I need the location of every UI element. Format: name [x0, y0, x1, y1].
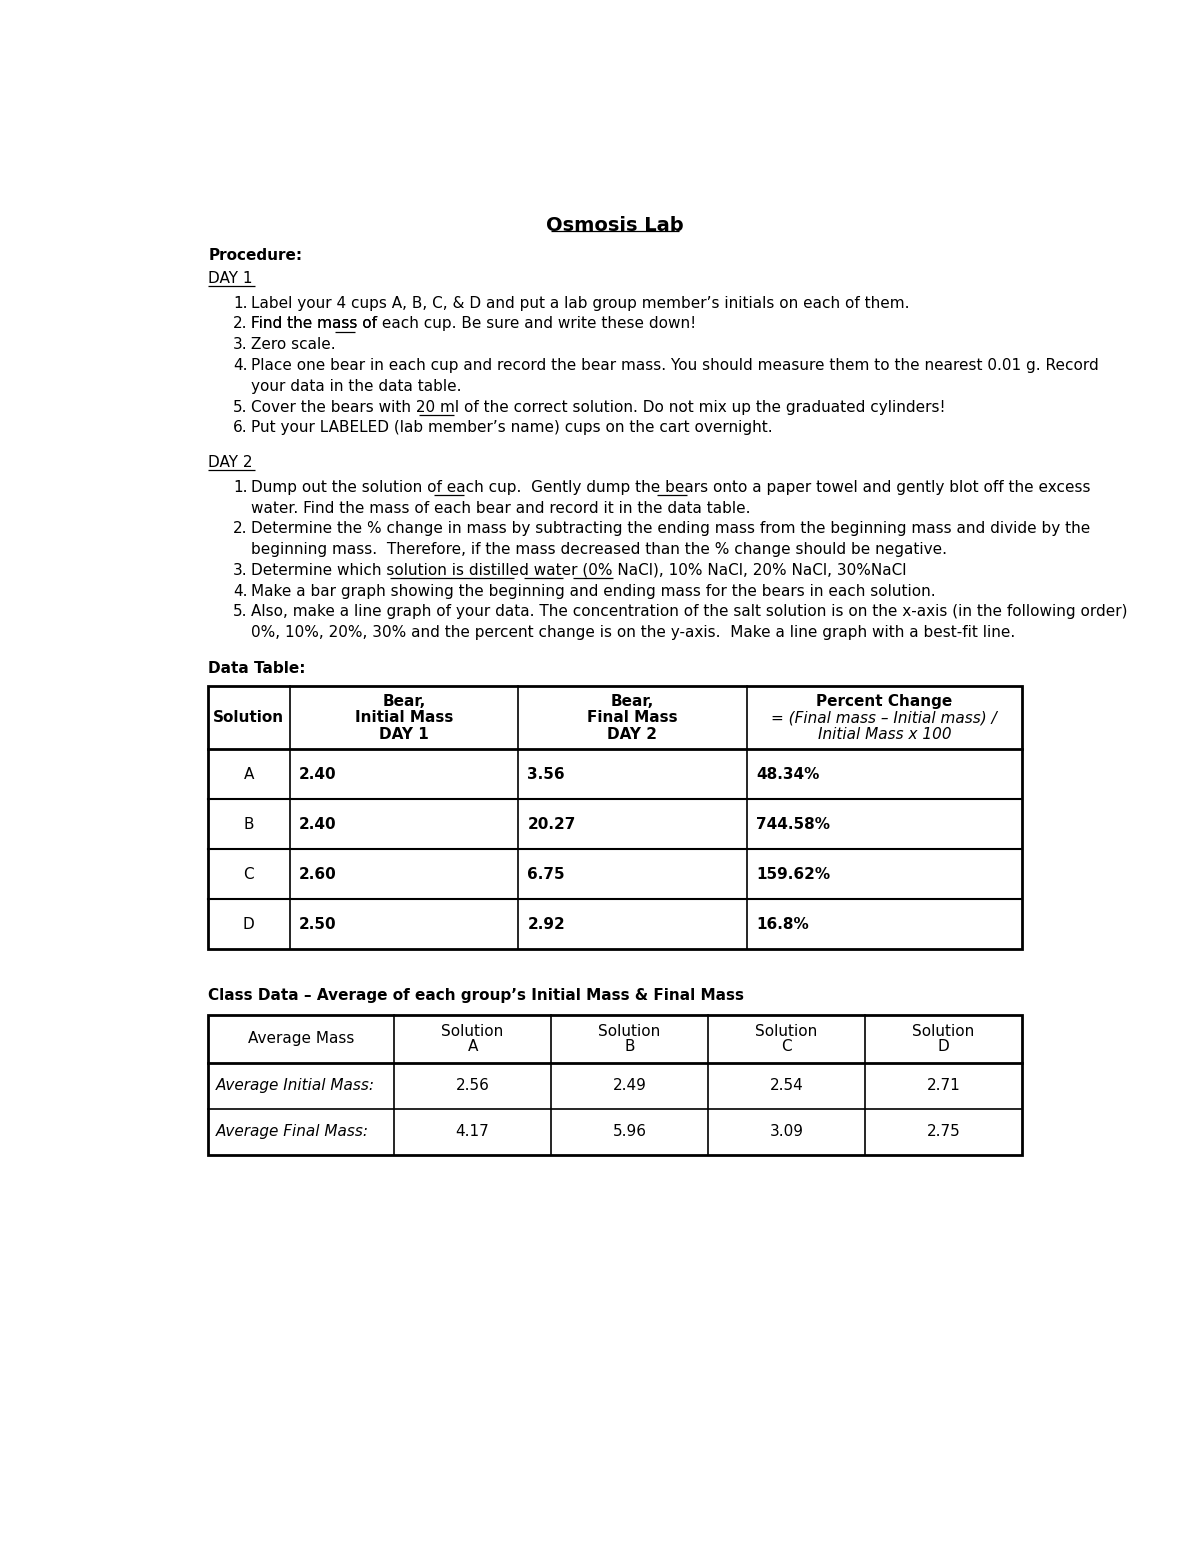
Text: = (Final mass – Initial mass) /: = (Final mass – Initial mass) /: [772, 710, 997, 725]
Text: 2.50: 2.50: [299, 916, 336, 932]
Text: Solution: Solution: [912, 1023, 974, 1039]
Text: DAY 2: DAY 2: [607, 727, 658, 742]
Bar: [208, 1014, 1022, 1155]
Text: 744.58%: 744.58%: [756, 817, 830, 832]
Text: 3.: 3.: [233, 337, 247, 353]
Text: 2.71: 2.71: [926, 1078, 960, 1093]
Text: Solution: Solution: [442, 1023, 504, 1039]
Text: Data Table:: Data Table:: [208, 662, 306, 677]
Text: 3.09: 3.09: [769, 1124, 804, 1140]
Text: D: D: [242, 916, 254, 932]
Text: Solution: Solution: [214, 710, 284, 725]
Text: 2.92: 2.92: [528, 916, 565, 932]
Text: 5.: 5.: [233, 604, 247, 620]
Text: Average Final Mass:: Average Final Mass:: [216, 1124, 368, 1140]
Text: C: C: [244, 867, 254, 882]
Text: 4.: 4.: [233, 584, 247, 598]
Text: 4.: 4.: [233, 359, 247, 373]
Text: Class Data – Average of each group’s Initial Mass & Final Mass: Class Data – Average of each group’s Ini…: [208, 988, 744, 1003]
Text: C: C: [781, 1039, 792, 1054]
Text: your data in the data table.: your data in the data table.: [251, 379, 461, 394]
Bar: [208, 686, 1022, 949]
Text: 2.: 2.: [233, 522, 247, 536]
Text: DAY 1: DAY 1: [379, 727, 428, 742]
Text: B: B: [244, 817, 254, 832]
Text: Put your LABELED (lab member’s name) cups on the cart overnight.: Put your LABELED (lab member’s name) cup…: [251, 421, 773, 435]
Text: Osmosis Lab: Osmosis Lab: [546, 216, 684, 235]
Text: Determine the % change in mass by subtracting the ending mass from the beginning: Determine the % change in mass by subtra…: [251, 522, 1090, 536]
Text: Percent Change: Percent Change: [816, 694, 953, 708]
Text: 1.: 1.: [233, 480, 247, 495]
Text: Find the mass of each cup. Be sure and write these down!: Find the mass of each cup. Be sure and w…: [251, 317, 696, 331]
Text: 2.: 2.: [233, 317, 247, 331]
Text: Average Mass: Average Mass: [248, 1031, 354, 1047]
Text: Place one bear in each cup and record the bear mass. You should measure them to : Place one bear in each cup and record th…: [251, 359, 1098, 373]
Text: Dump out the solution of each cup.  Gently dump the bears onto a paper towel and: Dump out the solution of each cup. Gentl…: [251, 480, 1091, 495]
Text: 3.56: 3.56: [528, 767, 565, 781]
Text: Also, make a line graph of your data. The concentration of the salt solution is : Also, make a line graph of your data. Th…: [251, 604, 1127, 620]
Text: 3.: 3.: [233, 562, 247, 578]
Text: Cover the bears with 20 ml of the correct solution. Do not mix up the graduated : Cover the bears with 20 ml of the correc…: [251, 399, 946, 415]
Text: 2.49: 2.49: [612, 1078, 647, 1093]
Text: Bear,: Bear,: [611, 694, 654, 708]
Text: beginning mass.  Therefore, if the mass decreased than the % change should be ne: beginning mass. Therefore, if the mass d…: [251, 542, 947, 558]
Text: B: B: [624, 1039, 635, 1054]
Text: 6.75: 6.75: [528, 867, 565, 882]
Text: water. Find the mass of each bear and record it in the data table.: water. Find the mass of each bear and re…: [251, 500, 750, 516]
Text: 6.: 6.: [233, 421, 247, 435]
Text: Initial Mass: Initial Mass: [355, 710, 454, 725]
Text: 48.34%: 48.34%: [756, 767, 820, 781]
Text: Make a bar graph showing the beginning and ending mass for the bears in each sol: Make a bar graph showing the beginning a…: [251, 584, 935, 598]
Text: Bear,: Bear,: [382, 694, 426, 708]
Text: Procedure:: Procedure:: [208, 248, 302, 262]
Text: 2.40: 2.40: [299, 817, 336, 832]
Text: D: D: [937, 1039, 949, 1054]
Text: 2.56: 2.56: [456, 1078, 490, 1093]
Text: 1.: 1.: [233, 295, 247, 311]
Text: 20.27: 20.27: [528, 817, 576, 832]
Text: 0%, 10%, 20%, 30% and the percent change is on the y-axis.  Make a line graph wi: 0%, 10%, 20%, 30% and the percent change…: [251, 626, 1015, 640]
Text: Final Mass: Final Mass: [587, 710, 678, 725]
Text: 159.62%: 159.62%: [756, 867, 830, 882]
Text: Average Initial Mass:: Average Initial Mass:: [216, 1078, 374, 1093]
Text: 5.96: 5.96: [612, 1124, 647, 1140]
Text: Solution: Solution: [755, 1023, 817, 1039]
Text: Initial Mass x 100: Initial Mass x 100: [817, 727, 952, 742]
Text: 16.8%: 16.8%: [756, 916, 809, 932]
Text: 5.: 5.: [233, 399, 247, 415]
Text: 2.60: 2.60: [299, 867, 336, 882]
Text: 4.17: 4.17: [456, 1124, 490, 1140]
Text: Zero scale.: Zero scale.: [251, 337, 335, 353]
Text: DAY 2: DAY 2: [208, 455, 253, 471]
Text: 2.40: 2.40: [299, 767, 336, 781]
Text: A: A: [244, 767, 254, 781]
Text: DAY 1: DAY 1: [208, 272, 253, 286]
Text: 2.75: 2.75: [926, 1124, 960, 1140]
Text: A: A: [468, 1039, 478, 1054]
Text: Label your 4 cups A, B, C, & D and put a lab group member’s initials on each of : Label your 4 cups A, B, C, & D and put a…: [251, 295, 910, 311]
Text: Solution: Solution: [599, 1023, 661, 1039]
Text: Determine which solution is distilled water (0% NaCl), 10% NaCl, 20% NaCl, 30%Na: Determine which solution is distilled wa…: [251, 562, 906, 578]
Text: 2.54: 2.54: [769, 1078, 803, 1093]
Text: Find the mass of: Find the mass of: [251, 317, 382, 331]
